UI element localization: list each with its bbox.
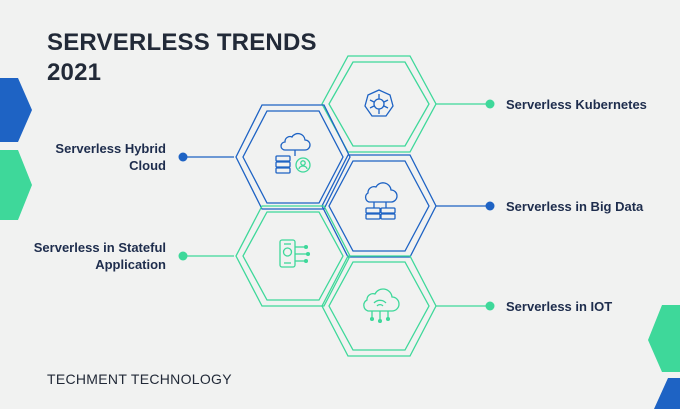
hex-iot [321, 255, 437, 357]
dot-stateful-app [178, 251, 188, 261]
page-title: SERVERLESS TRENDS 2021 [47, 28, 317, 88]
hex-kubernetes [321, 55, 437, 153]
hex-stateful [235, 205, 351, 307]
hex-iot-inner [328, 261, 430, 351]
title-line-2: 2021 [47, 59, 102, 86]
footer-brand: TECHMENT TECHNOLOGY [47, 371, 232, 387]
hex-stateful-inner [242, 211, 344, 301]
cloud-wifi-icon [363, 288, 400, 324]
hex-big-data [321, 154, 437, 258]
hex-kubernetes-inner [328, 61, 430, 147]
mobile-network-icon [279, 239, 311, 268]
right-deco-hex-green [648, 305, 680, 372]
cloud-server-icon [364, 182, 398, 220]
label-hybrid-cloud-line-1: Serverless Hybrid [55, 141, 166, 156]
right-deco-hex-blue [654, 378, 680, 409]
kubernetes-helm-icon [364, 89, 394, 117]
dot-hybrid-cloud [178, 152, 188, 162]
title-line-1: SERVERLESS TRENDS [47, 29, 317, 56]
label-iot: Serverless in IOT [506, 299, 613, 314]
label-stateful-app: Serverless in Stateful Application [34, 239, 166, 273]
label-big-data: Serverless in Big Data [506, 199, 644, 214]
dot-big-data [485, 201, 495, 211]
cloud-database-user-icon [275, 132, 311, 174]
label-kubernetes: Serverless Kubernetes [506, 97, 647, 112]
hex-hybrid-cloud [235, 104, 351, 210]
dot-iot [485, 301, 495, 311]
left-deco-hex-green [0, 150, 32, 220]
hex-hybrid-cloud-inner [242, 110, 344, 204]
hex-big-data-inner [328, 160, 430, 252]
connectors [184, 103, 489, 307]
label-stateful-app-line-1: Serverless in Stateful [33, 240, 166, 255]
dot-kubernetes [485, 99, 495, 109]
hexagons [235, 55, 437, 357]
left-deco-hex-blue [0, 78, 32, 142]
label-hybrid-cloud: Serverless Hybrid Cloud [55, 140, 166, 174]
label-hybrid-cloud-line-2: Cloud [129, 158, 166, 173]
label-stateful-app-line-2: Application [95, 257, 166, 272]
